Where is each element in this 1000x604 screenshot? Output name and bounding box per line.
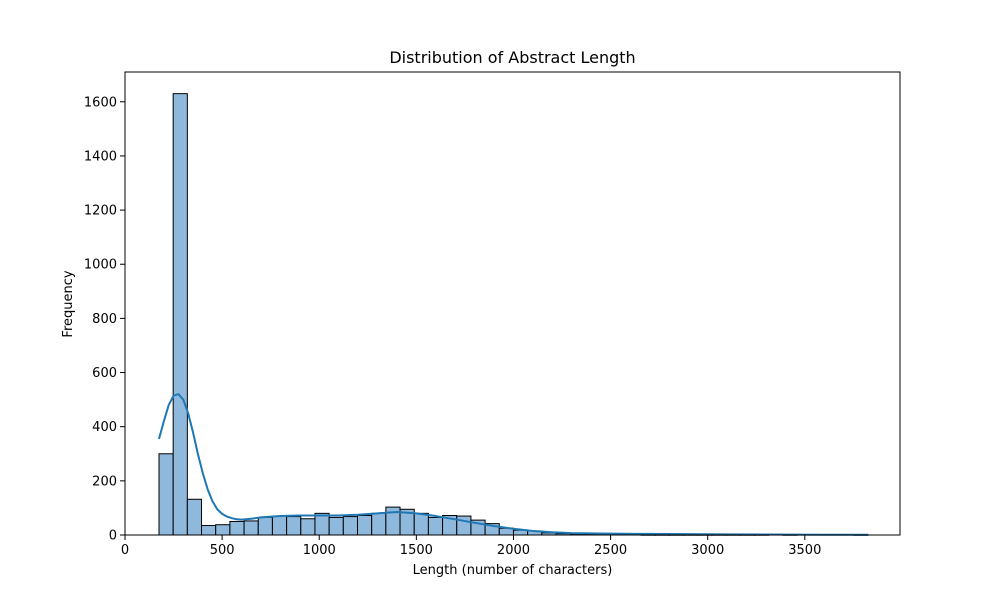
histogram-bar	[314, 512, 330, 536]
x-axis-label: Length (number of characters)	[413, 563, 613, 578]
histogram-bar	[300, 518, 316, 536]
x-tick-label: 3500	[788, 543, 821, 558]
histogram-bar	[158, 453, 174, 536]
histogram-bar	[215, 524, 231, 536]
histogram-bar	[456, 515, 472, 536]
plot-frame	[124, 71, 901, 536]
histogram-bar	[328, 516, 344, 536]
histogram-bar	[186, 498, 203, 536]
histogram-bar	[201, 525, 217, 536]
x-tick-label: 1500	[400, 543, 433, 558]
y-tick-label: 1400	[84, 149, 117, 164]
x-tick-label: 2500	[594, 543, 627, 558]
y-tick-label: 1000	[84, 258, 117, 273]
histogram-bar	[286, 516, 302, 536]
histogram-bar	[257, 516, 273, 536]
histogram-bars	[158, 93, 869, 536]
x-tick-label: 500	[210, 543, 235, 558]
y-tick-label: 1200	[84, 204, 117, 219]
histogram-bar	[427, 516, 444, 536]
y-tick-label: 1600	[84, 95, 117, 110]
chart-title: Distribution of Abstract Length	[389, 48, 635, 67]
histogram-bar	[271, 515, 288, 536]
histogram-bar	[172, 93, 188, 536]
axes: 0 500 1000 1500 2000 2500 3000 3500 0 200 400 600 80…	[84, 71, 901, 558]
histogram-bar	[413, 512, 429, 536]
y-tick-label: 200	[92, 474, 117, 489]
x-tick-label: 0	[121, 543, 129, 558]
y-tick-label: 600	[92, 366, 117, 381]
histogram-bar	[229, 520, 245, 536]
kde-line	[158, 393, 868, 536]
kde-curve-layer	[158, 393, 868, 536]
y-axis-label: Frequency	[61, 270, 76, 337]
y-tick-label: 400	[92, 420, 117, 435]
histogram-bar	[243, 520, 259, 536]
x-tick-label: 3000	[691, 543, 724, 558]
histogram-bar	[371, 512, 387, 536]
histogram-bar	[357, 515, 373, 536]
y-tick-label: 800	[92, 312, 117, 327]
x-tick-label: 1000	[303, 543, 336, 558]
histogram-bar	[342, 516, 358, 536]
y-tick-label: 0	[109, 529, 117, 544]
x-tick-label: 2000	[497, 543, 530, 558]
